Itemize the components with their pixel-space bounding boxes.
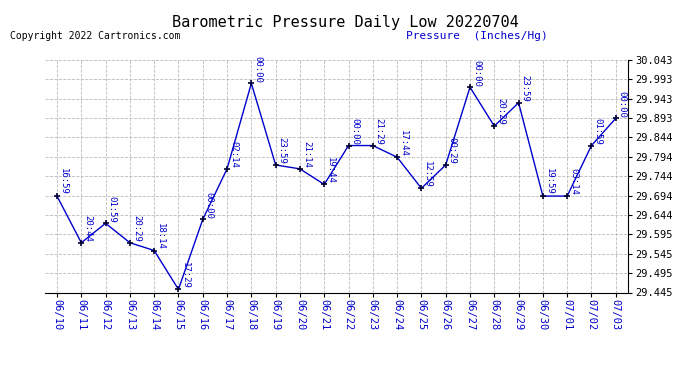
Text: Pressure  (Inches/Hg): Pressure (Inches/Hg) <box>406 32 548 41</box>
Text: 21:14: 21:14 <box>302 141 311 168</box>
Text: 19:44: 19:44 <box>326 157 335 184</box>
Text: 23:59: 23:59 <box>277 137 286 164</box>
Text: 19:59: 19:59 <box>545 168 554 195</box>
Text: 20:29: 20:29 <box>132 215 141 242</box>
Text: 21:29: 21:29 <box>375 118 384 145</box>
Text: 17:44: 17:44 <box>399 129 408 156</box>
Text: 23:59: 23:59 <box>520 75 529 102</box>
Text: 17:29: 17:29 <box>180 262 190 289</box>
Text: 03:14: 03:14 <box>569 168 578 195</box>
Text: 20:29: 20:29 <box>496 99 505 125</box>
Text: 00:00: 00:00 <box>253 56 262 82</box>
Text: 12:59: 12:59 <box>424 160 433 188</box>
Text: 01:59: 01:59 <box>108 196 117 222</box>
Text: Barometric Pressure Daily Low 20220704: Barometric Pressure Daily Low 20220704 <box>172 15 518 30</box>
Text: 02:14: 02:14 <box>229 141 238 168</box>
Text: 18:14: 18:14 <box>156 223 165 250</box>
Text: 16:59: 16:59 <box>59 168 68 195</box>
Text: 00:00: 00:00 <box>618 91 627 117</box>
Text: 00:29: 00:29 <box>448 137 457 164</box>
Text: 00:00: 00:00 <box>205 192 214 219</box>
Text: 00:00: 00:00 <box>472 60 481 87</box>
Text: Copyright 2022 Cartronics.com: Copyright 2022 Cartronics.com <box>10 32 180 41</box>
Text: 01:59: 01:59 <box>593 118 602 145</box>
Text: 20:44: 20:44 <box>83 215 92 242</box>
Text: 00:00: 00:00 <box>351 118 359 145</box>
